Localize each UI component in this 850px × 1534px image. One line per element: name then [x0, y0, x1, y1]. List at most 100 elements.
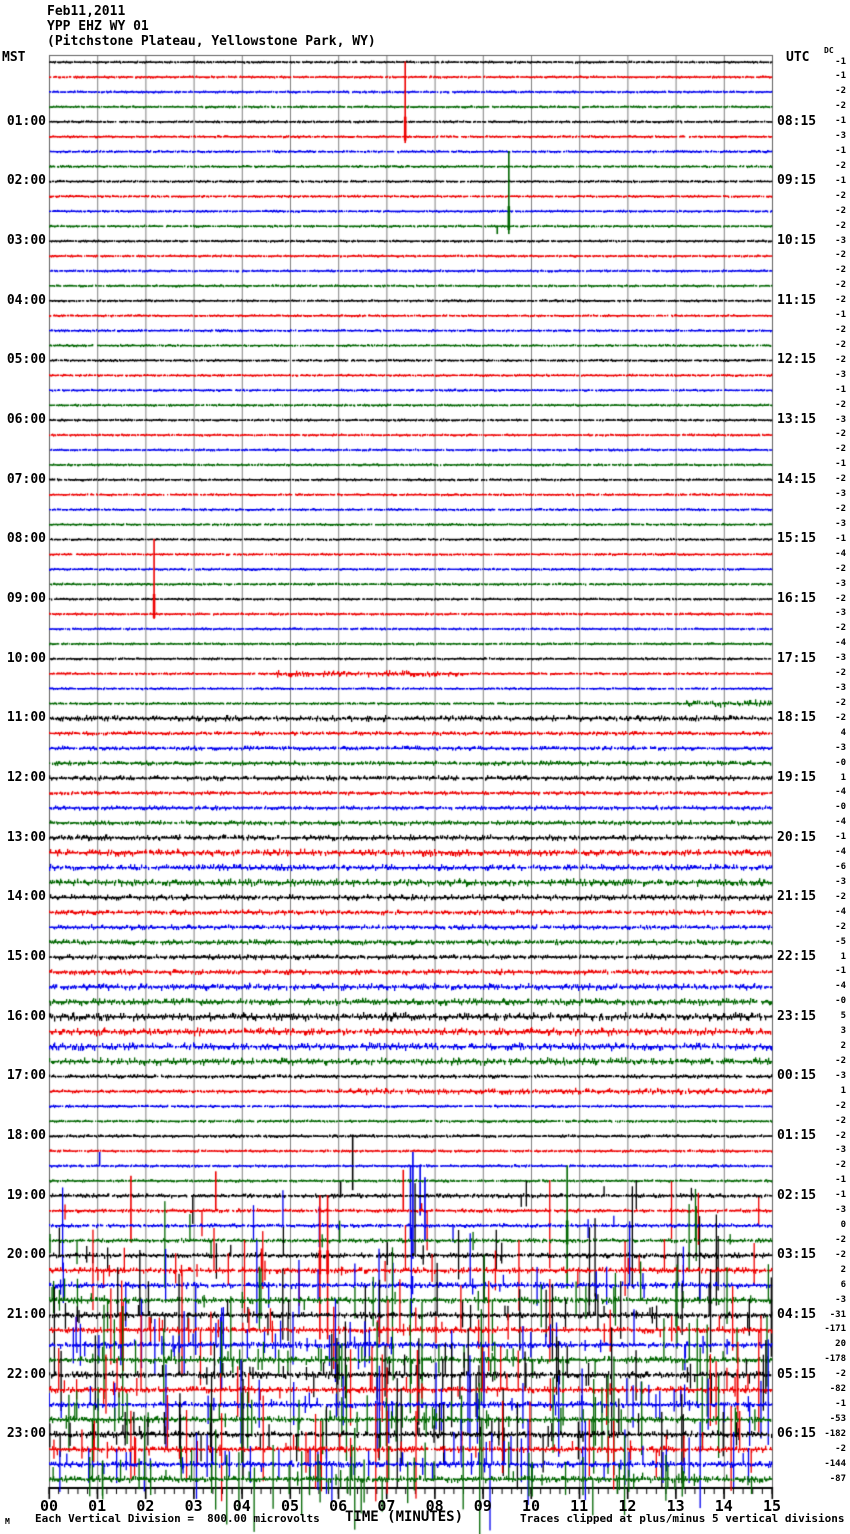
dc-offset-value: -4 — [835, 906, 846, 917]
mst-time-label: 18:00 — [6, 1128, 46, 1143]
mst-time-label: 10:00 — [6, 650, 46, 666]
dc-offset-value: -2 — [835, 1443, 846, 1454]
dc-offset-value: -4 — [835, 638, 846, 649]
utc-time-label: 02:15 — [777, 1187, 817, 1203]
x-axis-title: TIME (MINUTES) — [345, 1509, 464, 1525]
dc-offset-value: -3 — [835, 683, 846, 693]
dc-offset-value: -1 — [835, 1190, 846, 1201]
dc-offset-value: -2 — [835, 429, 846, 440]
dc-offset-value: 0 — [840, 1220, 846, 1230]
mst-time-label: 14:00 — [6, 889, 46, 905]
mst-time-label: 20:00 — [6, 1247, 46, 1263]
mst-time-label: 16:00 — [6, 1008, 46, 1024]
x-tick-label: 04 — [232, 1497, 251, 1515]
utc-time-label: 23:15 — [777, 1008, 817, 1024]
dc-offset-value: -2 — [835, 697, 846, 708]
title-date: Feb11,2011 — [47, 4, 126, 19]
dc-offset-value: -2 — [835, 1115, 846, 1126]
utc-time-label: 21:15 — [777, 889, 817, 905]
mst-time-label: 23:00 — [6, 1426, 46, 1442]
dc-offset-value: -2 — [835, 325, 846, 335]
dc-offset-value: -2 — [835, 399, 846, 410]
dc-offset-value: 2 — [840, 1041, 846, 1051]
dc-offset-value: -82 — [829, 1384, 846, 1395]
dc-offset-value: -6 — [835, 862, 846, 872]
dc-offset-value: -1 — [835, 56, 846, 67]
footer-corner-mark: M — [5, 1517, 10, 1526]
footer-scale-note: Each Vertical Division = 800.00 microvol… — [35, 1512, 320, 1525]
utc-time-label: 17:15 — [777, 650, 817, 666]
dc-offset-value: -3 — [835, 608, 846, 619]
mst-time-label: 12:00 — [6, 770, 46, 785]
dc-offset-value: -0 — [835, 996, 846, 1007]
dc-offset-value: -3 — [835, 742, 846, 753]
dc-offset-value: 1 — [840, 1085, 846, 1096]
dc-offset-value: -2 — [835, 339, 846, 350]
utc-time-label: 03:15 — [777, 1247, 817, 1263]
x-tick-label: 08 — [425, 1497, 444, 1515]
mst-time-label: 15:00 — [6, 949, 46, 964]
x-tick-label: 12 — [618, 1497, 637, 1515]
title-station: YPP EHZ WY 01 — [47, 19, 149, 34]
utc-time-label: 18:15 — [777, 710, 817, 726]
mst-time-label: 04:00 — [6, 292, 46, 308]
dc-offset-value: -2 — [835, 220, 846, 231]
dc-offset-value: -2 — [835, 1369, 846, 1380]
x-tick-label: 03 — [184, 1497, 203, 1515]
dc-offset-value: 1 — [840, 772, 846, 783]
utc-time-label: 13:15 — [777, 412, 817, 427]
dc-offset-value: -171 — [824, 1324, 846, 1335]
dc-offset-value: -1 — [835, 1175, 846, 1186]
dc-offset-value: -3 — [835, 131, 846, 142]
dc-offset-value: -0 — [835, 802, 846, 813]
dc-offset-value: -1 — [835, 533, 846, 544]
dc-offset-value: -53 — [829, 1413, 846, 1424]
dc-column-header: DC — [824, 46, 834, 55]
utc-time-label: 19:15 — [777, 770, 817, 785]
dc-offset-value: -5 — [835, 936, 846, 947]
dc-offset-value: -3 — [835, 1070, 846, 1081]
dc-offset-value: -2 — [835, 1249, 846, 1260]
mst-time-label: 06:00 — [6, 412, 46, 427]
dc-offset-value: -2 — [835, 101, 846, 112]
dc-offset-value: -1 — [835, 71, 846, 82]
dc-offset-value: -3 — [835, 1145, 846, 1156]
dc-offset-value: -3 — [835, 489, 846, 500]
dc-offset-value: -2 — [835, 160, 846, 171]
utc-time-label: 11:15 — [777, 292, 817, 308]
dc-offset-value: -182 — [824, 1428, 846, 1439]
utc-time-label: 09:15 — [777, 173, 817, 189]
dc-offset-value: -1 — [835, 175, 846, 186]
dc-offset-value: -3 — [835, 653, 846, 664]
utc-time-label: 20:15 — [777, 829, 817, 845]
dc-offset-value: -4 — [835, 981, 846, 992]
dc-offset-value: -2 — [835, 444, 846, 455]
dc-offset-value: -1 — [835, 384, 846, 395]
dc-offset-value: -2 — [835, 668, 846, 679]
mst-time-label: 01:00 — [6, 113, 46, 129]
dc-offset-value: -3 — [835, 876, 846, 887]
x-tick-label: 09 — [473, 1497, 492, 1515]
mst-time-label: 11:00 — [6, 710, 46, 726]
dc-offset-value: -4 — [835, 787, 846, 798]
dc-offset-value: -2 — [835, 1234, 846, 1245]
mst-time-label: 03:00 — [6, 233, 46, 248]
dc-offset-value: -3 — [835, 1205, 846, 1216]
mst-time-label: 21:00 — [6, 1307, 46, 1322]
utc-time-label: 12:15 — [777, 352, 817, 368]
footer-clip-note: Traces clipped at plus/minus 5 vertical … — [520, 1512, 845, 1525]
dc-offset-value: 20 — [835, 1339, 846, 1350]
dc-offset-value: 1 — [840, 951, 846, 962]
dc-offset-value: -3 — [835, 369, 846, 380]
dc-offset-value: -4 — [835, 817, 846, 828]
dc-offset-value: -2 — [835, 1160, 846, 1171]
title-location: (Pitchstone Plateau, Yellowstone Park, W… — [47, 34, 376, 49]
dc-offset-value: -3 — [835, 1294, 846, 1305]
dc-offset-value: -2 — [835, 205, 846, 216]
dc-offset-value: -2 — [835, 593, 846, 604]
x-tick-label: 07 — [377, 1497, 396, 1515]
dc-offset-value: -3 — [835, 518, 846, 529]
dc-offset-value: 4 — [840, 727, 846, 738]
